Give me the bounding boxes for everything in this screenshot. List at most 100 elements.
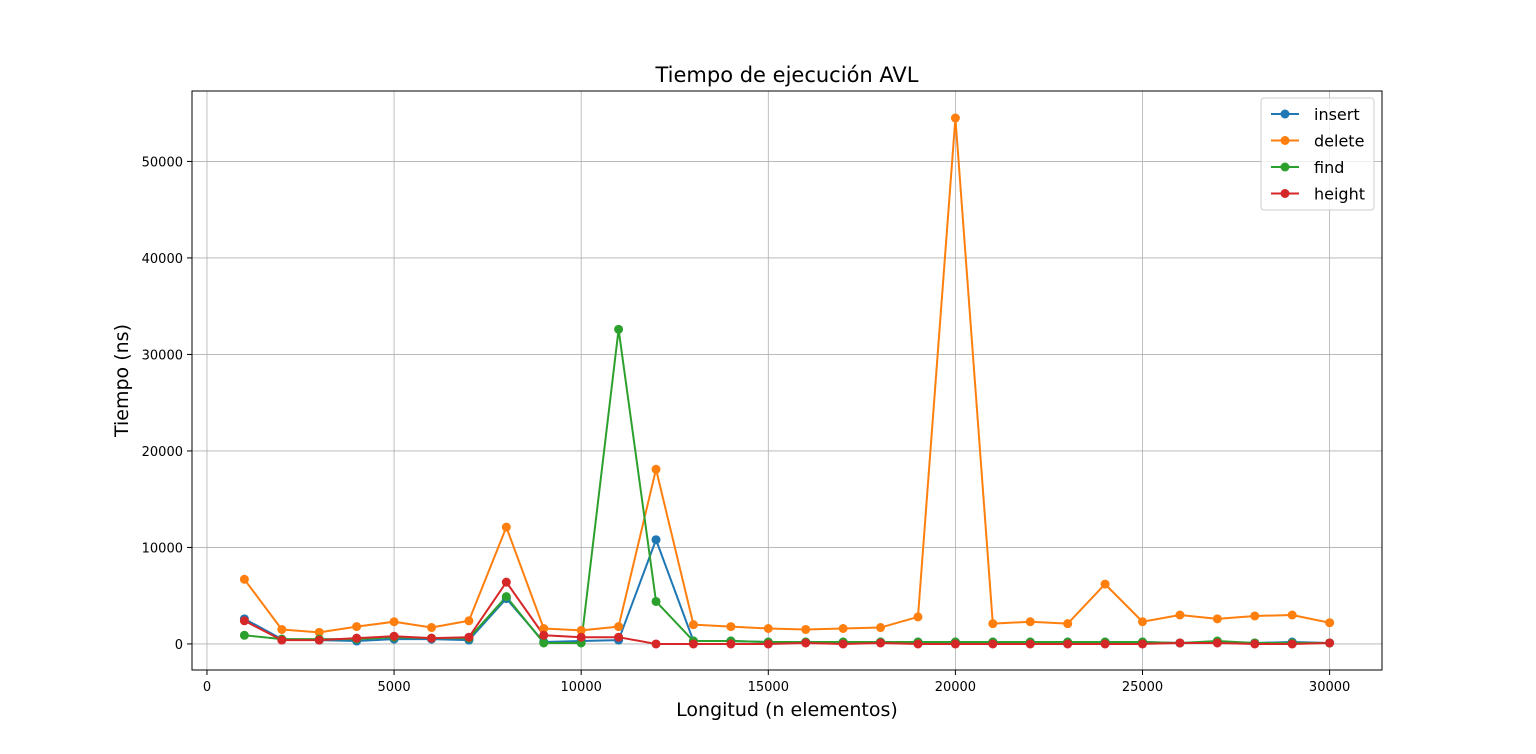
- data-point-height: [688, 639, 698, 649]
- series-line-delete: [243, 117, 1330, 634]
- data-point-delete: [614, 622, 624, 632]
- x-tick-label: 20000: [935, 680, 976, 695]
- data-point-delete: [1100, 579, 1110, 589]
- data-point-height: [1063, 639, 1073, 649]
- legend-label-find: find: [1314, 158, 1344, 177]
- data-point-height: [1325, 638, 1335, 648]
- data-point-height: [277, 635, 287, 645]
- legend-marker-height: [1280, 189, 1290, 198]
- data-point-find: [239, 630, 249, 640]
- y-tick-label: 20000: [142, 445, 183, 460]
- data-point-delete: [1250, 611, 1260, 621]
- data-point-delete: [651, 464, 661, 474]
- data-point-height: [1100, 639, 1110, 649]
- chart-title: Tiempo de ejecución AVL: [654, 63, 918, 87]
- data-point-delete: [950, 113, 960, 123]
- grid-lines: [192, 91, 1382, 670]
- y-tick-label: 30000: [142, 348, 183, 363]
- legend-marker-insert: [1280, 109, 1290, 119]
- data-point-delete: [988, 619, 998, 629]
- x-tick-label: 15000: [748, 680, 789, 695]
- data-point-delete: [352, 622, 362, 632]
- data-point-height: [763, 639, 773, 649]
- data-point-height: [838, 639, 848, 649]
- data-point-insert: [651, 535, 661, 545]
- series-lines: [243, 117, 1330, 645]
- data-point-delete: [239, 574, 249, 584]
- data-point-delete: [763, 624, 773, 634]
- data-point-delete: [1287, 610, 1297, 620]
- data-point-height: [876, 638, 886, 648]
- data-point-find: [501, 592, 511, 602]
- data-point-height: [576, 632, 586, 642]
- data-point-height: [726, 639, 736, 649]
- y-tick-label: 40000: [142, 252, 183, 267]
- data-point-delete: [688, 620, 698, 630]
- data-point-delete: [1325, 618, 1335, 628]
- data-point-delete: [1138, 617, 1148, 627]
- x-tick-label: 0: [203, 680, 211, 695]
- data-point-height: [1138, 639, 1148, 649]
- x-tick-label: 5000: [378, 680, 411, 695]
- data-point-delete: [838, 624, 848, 634]
- data-point-height: [988, 639, 998, 649]
- x-tick-label: 25000: [1122, 680, 1163, 695]
- data-point-delete: [539, 624, 549, 634]
- data-point-delete: [277, 624, 287, 634]
- data-point-height: [950, 639, 960, 649]
- data-point-height: [426, 633, 436, 643]
- y-tick-label: 50000: [142, 155, 183, 170]
- data-point-delete: [801, 624, 811, 634]
- legend-label-insert: insert: [1314, 105, 1360, 124]
- data-point-delete: [1175, 610, 1185, 620]
- data-point-height: [464, 632, 474, 642]
- legend: insert delete find height: [1260, 97, 1375, 211]
- data-point-delete: [576, 625, 586, 635]
- data-point-find: [539, 638, 549, 648]
- legend-label-delete: delete: [1314, 132, 1364, 151]
- data-point-find: [651, 596, 661, 606]
- data-point-delete: [726, 622, 736, 632]
- data-point-delete: [426, 623, 436, 633]
- y-tick-label: 0: [175, 638, 183, 653]
- data-point-height: [501, 577, 511, 587]
- data-point-delete: [464, 616, 474, 626]
- series-markers: [239, 113, 1335, 649]
- data-point-height: [1287, 639, 1297, 649]
- legend-marker-delete: [1280, 136, 1290, 145]
- legend-marker-find: [1280, 162, 1290, 172]
- data-point-height: [651, 639, 661, 649]
- data-point-height: [1025, 639, 1035, 649]
- y-tick-label: 10000: [142, 541, 183, 556]
- data-point-delete: [876, 623, 886, 633]
- data-point-delete: [1063, 619, 1073, 629]
- data-point-height: [913, 639, 923, 649]
- data-point-height: [1250, 639, 1260, 649]
- data-point-height: [539, 630, 549, 640]
- data-point-height: [352, 633, 362, 643]
- data-point-height: [614, 632, 624, 642]
- data-point-delete: [913, 612, 923, 622]
- data-point-delete: [1212, 614, 1222, 624]
- data-point-delete: [1025, 617, 1035, 627]
- data-point-height: [801, 638, 811, 648]
- data-point-height: [314, 635, 324, 645]
- data-point-find: [614, 324, 624, 334]
- legend-label-height: height: [1314, 185, 1365, 204]
- data-point-height: [1175, 638, 1185, 648]
- data-point-delete: [314, 627, 324, 637]
- series-line-height: [243, 581, 1330, 645]
- data-point-height: [389, 631, 399, 641]
- x-tick-label: 10000: [561, 680, 602, 695]
- y-axis-title: Tiempo (ns): [111, 324, 133, 438]
- x-tick-label: 30000: [1309, 680, 1350, 695]
- axis-ticks: 0 5000 10000 15000 20000 25000 30000 0 10000 2000…: [142, 155, 1351, 695]
- plot-area-frame: [191, 90, 1383, 671]
- legend-box: [1260, 97, 1375, 211]
- data-point-height: [239, 616, 249, 626]
- data-point-height: [1212, 638, 1222, 648]
- data-point-delete: [501, 522, 511, 532]
- data-point-delete: [389, 617, 399, 627]
- x-axis-title: Longitud (n elementos): [676, 699, 898, 721]
